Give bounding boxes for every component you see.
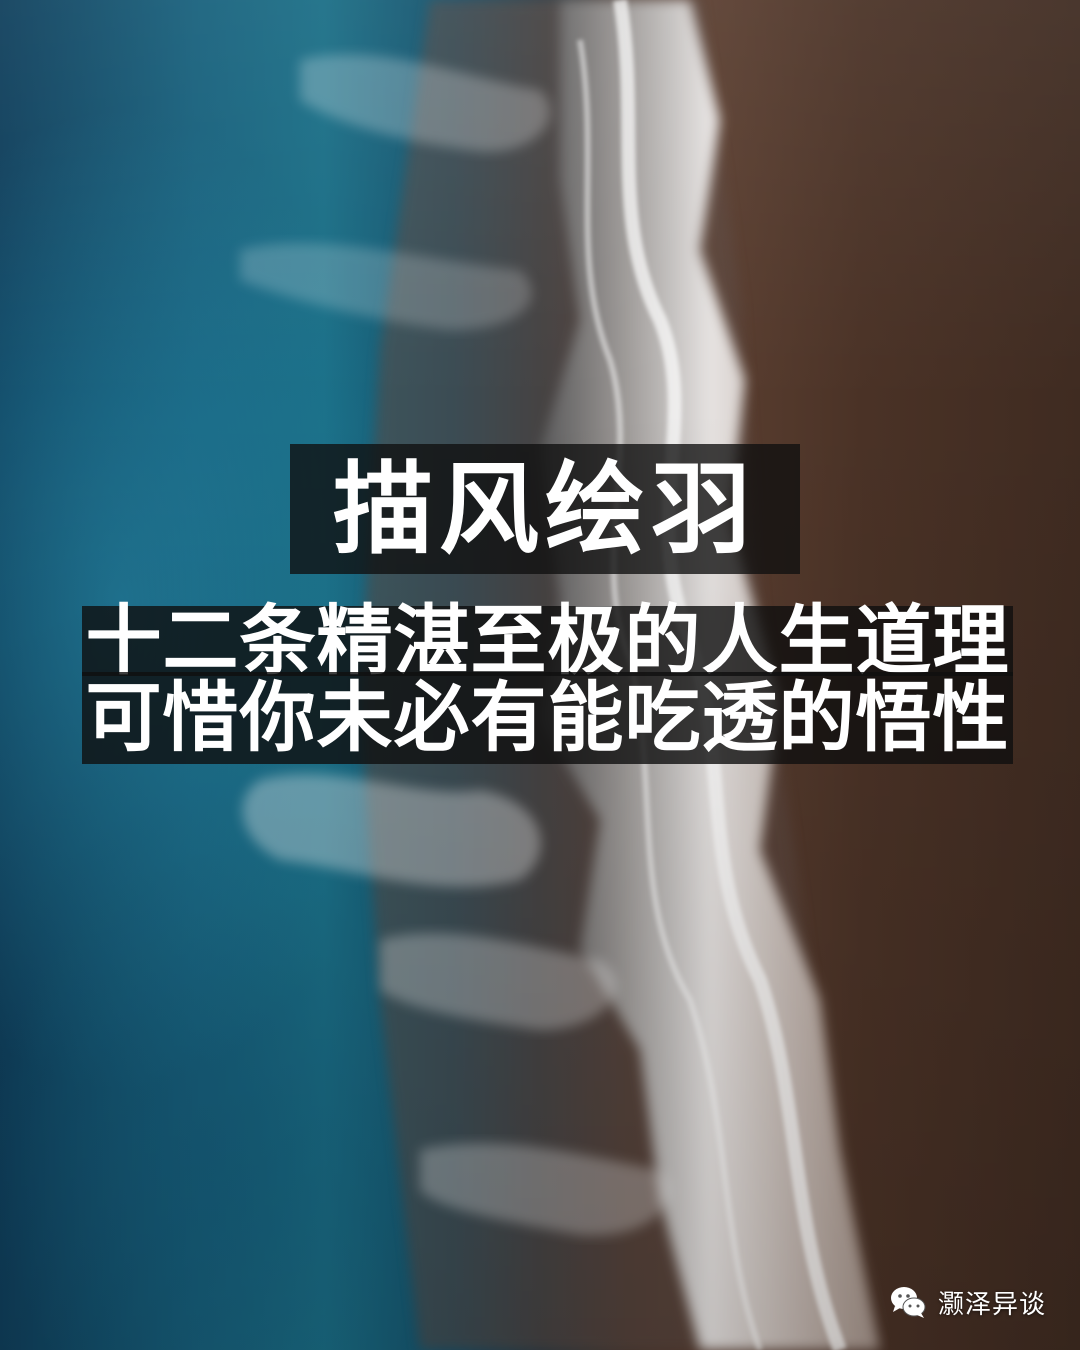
wechat-icon bbox=[891, 1287, 926, 1318]
watermark: 灏泽异谈 bbox=[888, 1280, 1046, 1324]
subtitle-banner-2: 可惜你未必有能吃透的悟性 bbox=[82, 672, 1013, 764]
page-title: 描风绘羽 bbox=[333, 450, 757, 568]
subtitle-banner-1: 十二条精湛至极的人生道理 bbox=[82, 596, 1013, 685]
title-banner: 描风绘羽 bbox=[290, 444, 800, 574]
subtitle-line-2: 可惜你未必有能吃透的悟性 bbox=[85, 673, 1010, 762]
watermark-text: 灏泽异谈 bbox=[938, 1289, 1047, 1320]
subtitle-line-1: 十二条精湛至极的人生道理 bbox=[85, 596, 1010, 685]
